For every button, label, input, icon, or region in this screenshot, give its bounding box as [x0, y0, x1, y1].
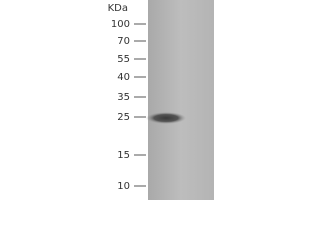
protein-band	[146, 112, 186, 124]
marker-label: 100	[111, 19, 130, 30]
unit-label: KDa	[108, 3, 128, 14]
marker-label: 55	[117, 54, 130, 65]
marker-ladder: 100 70 55 40 35 25 15 10	[111, 19, 146, 192]
marker-label: 40	[117, 72, 130, 83]
gel-image: KDa 100 70 55 40 35 25 15 10	[108, 0, 214, 200]
marker-label: 35	[117, 92, 130, 103]
marker-label: 15	[117, 150, 130, 161]
marker-label: 25	[117, 112, 130, 123]
marker-label: 70	[117, 36, 130, 47]
gel-lane	[148, 0, 214, 200]
marker-label: 10	[117, 181, 130, 192]
